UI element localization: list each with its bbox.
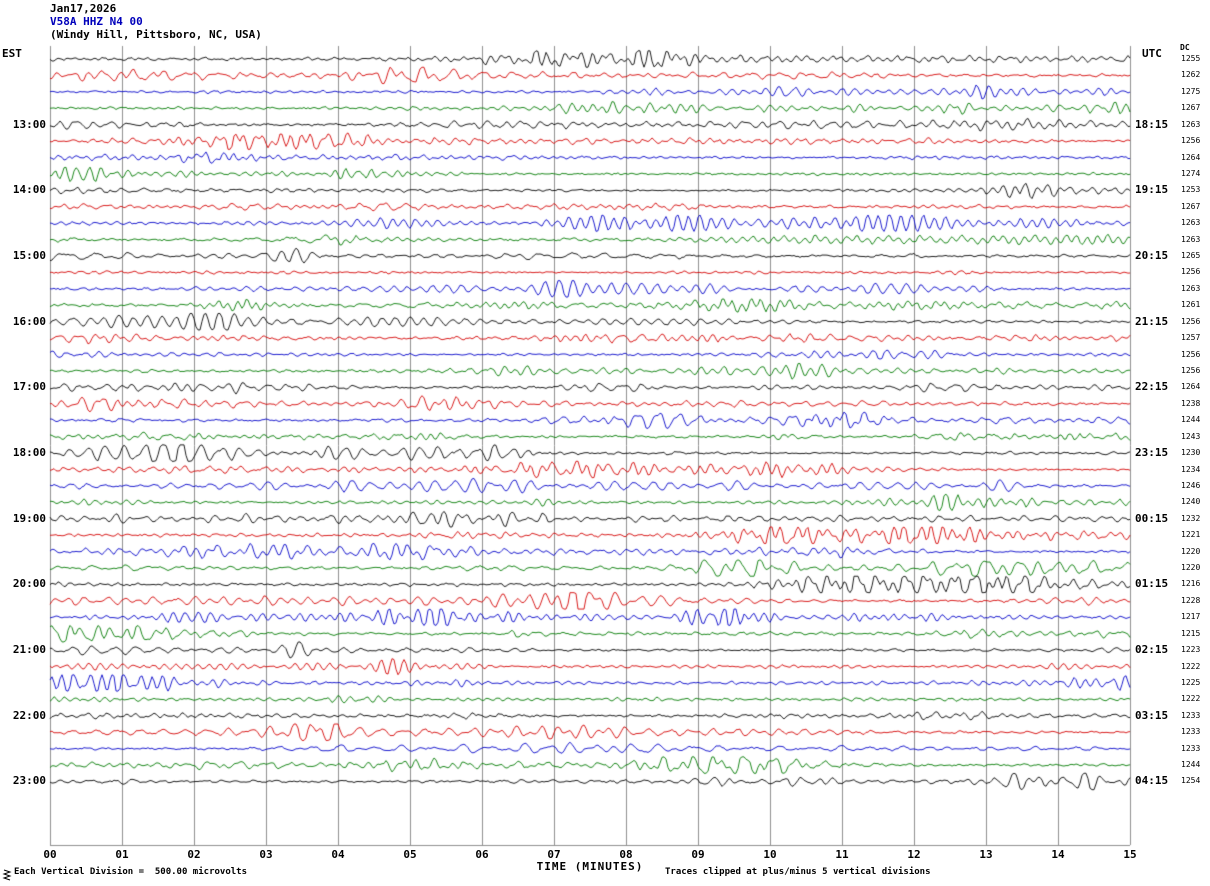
title-location: (Windy Hill, Pittsboro, NC, USA) <box>50 28 262 41</box>
dc-value-label: 1255 <box>1181 54 1201 63</box>
est-time-label: 16:00 <box>12 314 46 328</box>
x-tick-label: 01 <box>115 848 129 861</box>
x-tick-label: 08 <box>619 848 633 861</box>
x-tick-label: 07 <box>547 848 561 861</box>
clip-note: Traces clipped at plus/minus 5 vertical … <box>665 867 931 877</box>
x-axis-title: TIME (MINUTES) <box>536 860 644 873</box>
dc-value-label: 1233 <box>1181 727 1201 737</box>
x-tick-label: 13 <box>979 848 993 861</box>
dc-value-label: 1256 <box>1181 349 1201 359</box>
utc-time-label: 20:15 <box>1135 249 1169 263</box>
est-timezone-header: EST <box>2 47 22 60</box>
dc-column-header: DC <box>1180 43 1190 52</box>
scale-mark-icon <box>2 869 12 881</box>
dc-value-label: 1233 <box>1181 710 1201 720</box>
x-tick-label: 14 <box>1051 848 1065 861</box>
dc-value-label: 1246 <box>1181 480 1201 490</box>
dc-value-label: 1215 <box>1181 628 1201 638</box>
x-tick-label: 02 <box>187 848 201 861</box>
dc-value-label: 1243 <box>1181 431 1201 441</box>
dc-value-label: 1223 <box>1181 645 1201 655</box>
utc-time-label: 00:15 <box>1135 511 1169 525</box>
dc-value-label: 1220 <box>1181 546 1201 556</box>
dc-value-label: 1225 <box>1181 677 1201 687</box>
title-station: V58A HHZ N4 00 <box>50 15 143 28</box>
dc-value-label: 1263 <box>1181 283 1201 293</box>
dc-value-label: 1233 <box>1181 743 1201 753</box>
scale-note: Each Vertical Division = 500.00 microvol… <box>14 867 247 877</box>
dc-value-label: 1264 <box>1181 382 1201 392</box>
utc-time-label: 03:15 <box>1135 708 1169 722</box>
dc-value-label: 1256 <box>1181 365 1201 375</box>
est-time-label: 22:00 <box>12 708 46 722</box>
dc-value-label: 1265 <box>1181 251 1201 261</box>
est-time-label: 20:00 <box>12 577 46 591</box>
est-time-label: 15:00 <box>12 249 46 263</box>
utc-time-label: 23:15 <box>1135 446 1169 460</box>
dc-value-label: 1244 <box>1181 760 1201 770</box>
dc-value-label: 1275 <box>1181 86 1201 96</box>
dc-value-label: 1267 <box>1181 103 1201 113</box>
dc-value-label: 1254 <box>1181 776 1201 786</box>
dc-value-label: 1256 <box>1181 316 1201 326</box>
dc-value-label: 1256 <box>1181 267 1201 277</box>
est-time-label: 23:00 <box>12 774 46 788</box>
dc-value-label: 1222 <box>1181 661 1201 671</box>
utc-time-label: 22:15 <box>1135 380 1169 394</box>
dc-value-label: 1256 <box>1181 136 1201 146</box>
dc-value-label: 1230 <box>1181 448 1201 458</box>
est-time-label: 19:00 <box>12 511 46 525</box>
dc-value-label: 1263 <box>1181 119 1201 129</box>
dc-value-label: 1261 <box>1181 300 1201 310</box>
dc-value-label: 1263 <box>1181 218 1201 228</box>
dc-value-label: 1244 <box>1181 415 1201 425</box>
dc-value-label: 1257 <box>1181 333 1201 343</box>
utc-time-label: 19:15 <box>1135 183 1169 197</box>
dc-value-label: 1217 <box>1181 612 1201 622</box>
dc-value-label: 1267 <box>1181 201 1201 211</box>
dc-value-label: 1222 <box>1181 694 1201 704</box>
dc-value-label: 1228 <box>1181 595 1201 605</box>
est-time-label: 13:00 <box>12 117 46 131</box>
est-time-label: 18:00 <box>12 446 46 460</box>
dc-value-label: 1234 <box>1181 464 1201 474</box>
dc-value-label: 1274 <box>1181 168 1201 178</box>
x-tick-label: 06 <box>475 848 489 861</box>
est-time-label: 17:00 <box>12 380 46 394</box>
dc-value-label: 1240 <box>1181 497 1201 507</box>
x-tick-label: 12 <box>907 848 921 861</box>
utc-time-label: 21:15 <box>1135 314 1169 328</box>
est-time-label: 14:00 <box>12 183 46 197</box>
dc-value-label: 1221 <box>1181 530 1201 540</box>
dc-value-label: 1253 <box>1181 185 1201 195</box>
x-tick-label: 04 <box>331 848 345 861</box>
utc-timezone-header: UTC <box>1142 47 1162 60</box>
dc-value-label: 1263 <box>1181 234 1201 244</box>
x-tick-label: 03 <box>259 848 273 861</box>
title-date: Jan17,2026 <box>50 2 117 15</box>
dc-value-label: 1216 <box>1181 579 1201 589</box>
x-tick-label: 00 <box>43 848 57 861</box>
dc-value-label: 1220 <box>1181 563 1201 573</box>
dc-value-label: 1238 <box>1181 398 1201 408</box>
dc-value-label: 1264 <box>1181 152 1201 162</box>
x-tick-label: 05 <box>403 848 417 861</box>
utc-time-label: 01:15 <box>1135 577 1169 591</box>
x-tick-label: 15 <box>1123 848 1137 861</box>
x-tick-label: 10 <box>763 848 777 861</box>
utc-time-label: 02:15 <box>1135 643 1169 657</box>
est-time-label: 21:00 <box>12 643 46 657</box>
x-tick-label: 09 <box>691 848 705 861</box>
utc-time-label: 18:15 <box>1135 117 1169 131</box>
utc-time-label: 04:15 <box>1135 774 1169 788</box>
x-tick-label: 11 <box>835 848 849 861</box>
dc-value-label: 1232 <box>1181 513 1201 523</box>
dc-value-label: 1262 <box>1181 70 1201 80</box>
